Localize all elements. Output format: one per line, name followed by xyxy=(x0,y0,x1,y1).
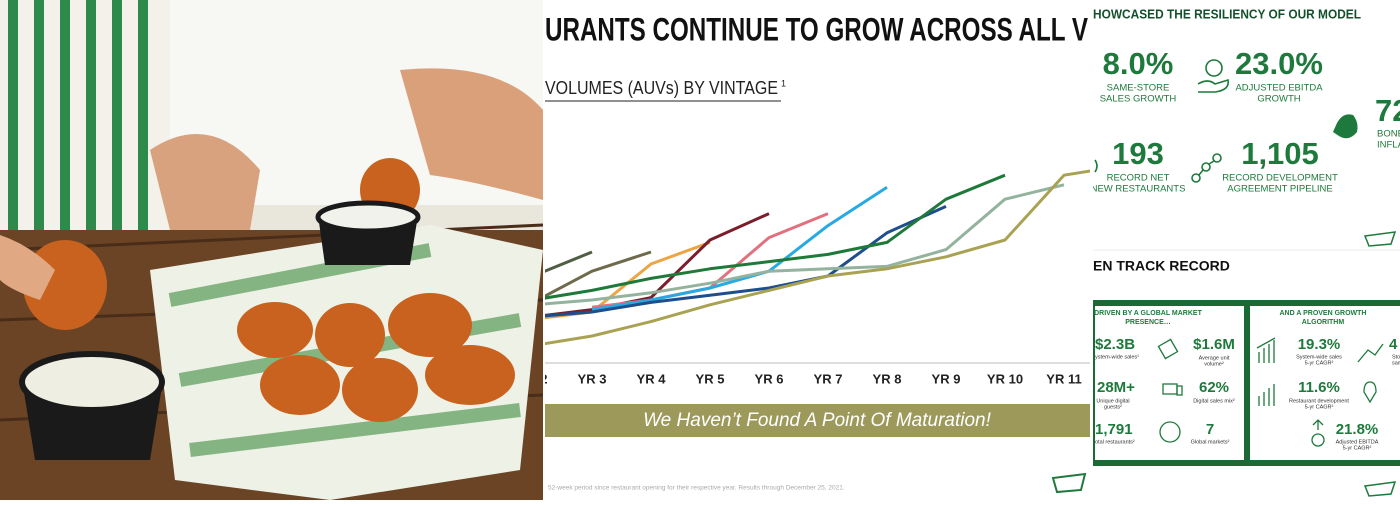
stat-value: 193 xyxy=(1112,136,1164,171)
stat-label: AGREEMENT PIPELINE xyxy=(1227,184,1332,195)
growth-slide: URANTS CONTINUE TO GROW ACROSS ALL V VOL… xyxy=(519,0,1090,500)
stat-label: Global markets² xyxy=(1191,439,1230,445)
stat-value: 62% xyxy=(1199,379,1229,396)
stat-label: Average unit xyxy=(1199,355,1230,361)
stat-value: $2.3B xyxy=(1095,336,1135,353)
dip-cups xyxy=(19,200,421,460)
stat-label: NEW RESTAURANTS xyxy=(1091,184,1186,195)
hand xyxy=(400,68,543,200)
series-line xyxy=(545,173,1006,300)
stat-value: 23.0% xyxy=(1235,46,1323,81)
food-photo xyxy=(0,0,543,500)
panel-heading: ALGORITHM xyxy=(1302,319,1345,326)
panel-icons xyxy=(1157,337,1384,447)
icons xyxy=(1094,59,1230,183)
series-line xyxy=(545,169,1090,346)
stat-label: otal restaurants² xyxy=(1095,439,1135,445)
x-tick-label: YR 7 xyxy=(814,371,843,386)
stat-label: 5-yr CAGR² xyxy=(1343,445,1372,451)
panel-heading: AND A PROVEN GROWTH xyxy=(1280,310,1367,317)
series-line xyxy=(545,212,770,317)
x-tick-label: YR 4 xyxy=(637,371,667,386)
chicken-icon xyxy=(1333,114,1358,139)
stat-label: System-wide sales xyxy=(1296,354,1342,360)
track-record-title: EN TRACK RECORD xyxy=(1093,258,1230,274)
stat-label: RECORD NET xyxy=(1107,173,1170,184)
panel-heading: DRIVEN BY A GLOBAL MARKET xyxy=(1094,310,1202,317)
stat-label: INFLA xyxy=(1377,140,1400,151)
stat-label: RECORD DEVELOPMENT xyxy=(1222,173,1338,184)
logo xyxy=(1363,231,1397,247)
logo xyxy=(1051,472,1087,494)
stat-label: SALES GROWTH xyxy=(1100,94,1177,105)
right-panel xyxy=(1250,306,1400,460)
series-line xyxy=(591,185,888,312)
series-line xyxy=(545,183,1065,306)
resiliency-title: HOWCASED THE RESILIENCY OF OUR MODEL xyxy=(1093,6,1361,21)
stats-slides: HOWCASED THE RESILIENCY OF OUR MODEL 8.0… xyxy=(1091,0,1400,500)
stat-label: ystem-wide sales¹ xyxy=(1095,354,1139,360)
stat-value: 7 xyxy=(1206,421,1214,438)
stat-label: SAME-STORE xyxy=(1107,83,1170,94)
panel-heading: PRESENCE… xyxy=(1125,319,1171,326)
stat-label: 5-yr CAGR² xyxy=(1305,404,1334,410)
stat-label: Digital sales mix² xyxy=(1193,398,1235,404)
series-line xyxy=(545,250,593,273)
stat-label: guests² xyxy=(1104,404,1122,410)
stat-value: 21.8% xyxy=(1336,421,1379,438)
track-record-stats: DRIVEN BY A GLOBAL MARKET PRESENCE… AND A … xyxy=(1094,310,1400,452)
stat-value: 1,105 xyxy=(1241,136,1319,171)
x-tick-label: YR 10 xyxy=(987,371,1023,386)
x-tick-label: YR 9 xyxy=(932,371,961,386)
stat-label: volume² xyxy=(1204,361,1224,367)
x-tick-label: YR 11 xyxy=(1046,371,1081,386)
chart-subtitle: VOLUMES (AUVs) BY VINTAGE xyxy=(545,78,778,98)
left-panel xyxy=(1095,306,1244,460)
stat-value: 8.0% xyxy=(1103,46,1174,81)
stat-value: 19.3% xyxy=(1298,336,1341,353)
stat-label: 5-yr CAGR² xyxy=(1305,360,1334,366)
banner-text: We Haven’t Found A Point Of Maturation! xyxy=(643,410,992,431)
stat-value: 11.6% xyxy=(1298,379,1340,396)
x-tick-label: YR 2 xyxy=(519,371,548,386)
stat-label: Adjusted EBITDA xyxy=(1336,439,1379,445)
slide-title: URANTS CONTINUE TO GROW ACROSS ALL V xyxy=(545,11,1088,47)
stat-value: 1,791 xyxy=(1095,421,1133,438)
banner xyxy=(545,404,1090,437)
x-tick-label: YR 3 xyxy=(578,371,607,386)
stat-value: $1.6M xyxy=(1193,336,1235,353)
footnote-marker: 1 xyxy=(781,78,786,88)
stat-value: 28M+ xyxy=(1097,379,1135,396)
stat-label: Stor xyxy=(1392,354,1400,360)
arm xyxy=(150,134,260,230)
left-hand xyxy=(0,235,55,300)
striped-shirt xyxy=(0,0,170,240)
stat-label: ADJUSTED EBITDA xyxy=(1235,83,1323,94)
stat-value: 72 xyxy=(1375,93,1400,128)
series-line xyxy=(545,250,652,298)
logo xyxy=(1363,481,1397,497)
stat-label: Unique digital xyxy=(1096,398,1129,404)
series-line xyxy=(545,205,947,318)
stat-label: same-st xyxy=(1392,360,1400,366)
footnote: 52-week period since restaurant opening … xyxy=(548,485,845,492)
stat-value: 4 xyxy=(1389,336,1398,353)
stat-label: BONE-I xyxy=(1377,129,1400,140)
x-tick-label: YR 6 xyxy=(755,371,784,386)
x-tick-label: YR 8 xyxy=(873,371,902,386)
stat-label: GROWTH xyxy=(1257,94,1300,105)
x-tick-label: YR 5 xyxy=(696,371,725,386)
stat-label: Restaurant development xyxy=(1289,398,1349,404)
line-chart: YR 2 YR 3 YR 4 YR 5 YR 6 YR 7 YR 8 YR 9 YR 10 YR … xyxy=(519,169,1090,386)
